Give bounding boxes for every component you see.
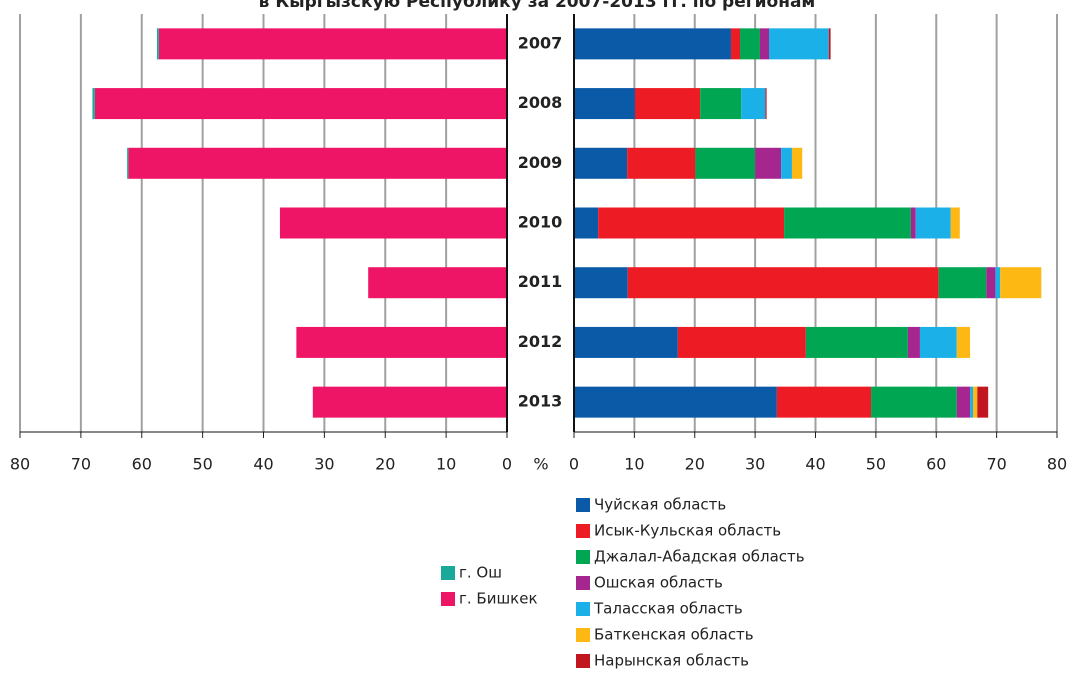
bar-segment: [700, 88, 742, 120]
bar-segment: [995, 267, 1001, 299]
legend-label: г. Ош: [459, 564, 502, 582]
legend-label: Чуйская область: [594, 496, 726, 514]
bar-segment: [574, 326, 678, 358]
legend-swatch: [576, 498, 590, 512]
chart-title: в Кыргызскую Республику за 2007-2013 гг.…: [259, 0, 816, 12]
category-label: 2009: [518, 153, 563, 172]
bar-segment: [296, 326, 507, 358]
x-tick-label: 30: [745, 455, 765, 474]
bar-segment: [986, 267, 996, 299]
bar-segment: [627, 267, 939, 299]
category-label: 2010: [518, 213, 563, 232]
x-tick-label: 20: [685, 455, 705, 474]
x-tick-label: 60: [132, 455, 152, 474]
bar-segment: [574, 207, 599, 239]
category-label: 2011: [518, 272, 563, 291]
x-tick-label: 0: [569, 455, 579, 474]
x-tick-label: 0: [502, 455, 512, 474]
x-tick-label: 60: [926, 455, 946, 474]
bar-segment: [574, 386, 777, 418]
legend-label: Баткенская область: [594, 626, 754, 644]
legend-label: Ошская область: [594, 574, 723, 592]
legend-swatch: [576, 550, 590, 564]
bar-segment: [769, 28, 829, 60]
bar-segment: [574, 28, 731, 60]
legend-label: г. Бишкек: [459, 590, 538, 608]
bar-segment: [828, 28, 831, 60]
legend-label: Нарынская область: [594, 652, 749, 670]
x-tick-label: 50: [866, 455, 886, 474]
legend-swatch: [576, 628, 590, 642]
x-tick-label: 70: [986, 455, 1006, 474]
bar-segment: [92, 88, 95, 120]
bar-segment: [279, 207, 507, 239]
bar-segment: [784, 207, 911, 239]
legend-swatch: [441, 592, 455, 606]
bar-segment: [755, 147, 782, 179]
bar-segment: [938, 267, 987, 299]
bar-segment: [781, 147, 792, 179]
bar-segment: [627, 147, 696, 179]
x-tick-label: 80: [1047, 455, 1067, 474]
legend-swatch: [576, 602, 590, 616]
x-tick-label: 50: [192, 455, 212, 474]
legend-label: Исык-Кульская область: [594, 522, 781, 540]
bar-segment: [1000, 267, 1042, 299]
bar-segment: [677, 326, 806, 358]
bar-segment: [919, 326, 957, 358]
bar-segment: [730, 28, 741, 60]
bar-segment: [791, 147, 803, 179]
bar-segment: [128, 147, 508, 179]
bar-segment: [765, 88, 767, 120]
x-tick-label: 70: [71, 455, 91, 474]
category-label: 2013: [518, 392, 563, 411]
x-tick-label: 80: [10, 455, 30, 474]
bar-segment: [950, 207, 960, 239]
legend-swatch: [441, 566, 455, 580]
bar-segment: [871, 386, 957, 418]
bar-segment: [759, 28, 770, 60]
category-label: 2007: [518, 33, 563, 52]
x-tick-label: 20: [375, 455, 395, 474]
bar-segment: [127, 147, 129, 179]
legend-label: Таласская область: [593, 600, 743, 618]
bar-segment: [368, 267, 507, 299]
legend-label: Джалал-Абадская область: [594, 548, 805, 566]
x-tick-label: 40: [253, 455, 273, 474]
bar-segment: [907, 326, 920, 358]
legend-swatch: [576, 576, 590, 590]
bar-segment: [805, 326, 908, 358]
legend-swatch: [576, 654, 590, 668]
bar-segment: [915, 207, 951, 239]
x-tick-label: 10: [436, 455, 456, 474]
category-label: 2008: [518, 93, 563, 112]
bar-segment: [956, 386, 971, 418]
x-tick-label: 30: [314, 455, 334, 474]
bar-segment: [776, 386, 872, 418]
bar-segment: [598, 207, 785, 239]
bar-segment: [956, 326, 971, 358]
bar-segment: [156, 28, 159, 60]
bar-segment: [977, 386, 989, 418]
category-label: 2012: [518, 332, 563, 351]
bar-segment: [910, 207, 916, 239]
bar-segment: [574, 267, 628, 299]
bar-segment: [741, 88, 766, 120]
bar-segment: [574, 88, 635, 120]
bar-segment: [970, 386, 974, 418]
x-tick-label: 40: [805, 455, 825, 474]
x-tick-label: 10: [624, 455, 644, 474]
legend-swatch: [576, 524, 590, 538]
bar-segment: [634, 88, 701, 120]
bar-segment: [94, 88, 507, 120]
unit-label: %: [533, 455, 548, 474]
bar-segment: [695, 147, 756, 179]
bar-segment: [312, 386, 507, 418]
bar-segment: [158, 28, 508, 60]
bar-segment: [740, 28, 760, 60]
bar-segment: [973, 386, 978, 418]
bar-segment: [574, 147, 628, 179]
